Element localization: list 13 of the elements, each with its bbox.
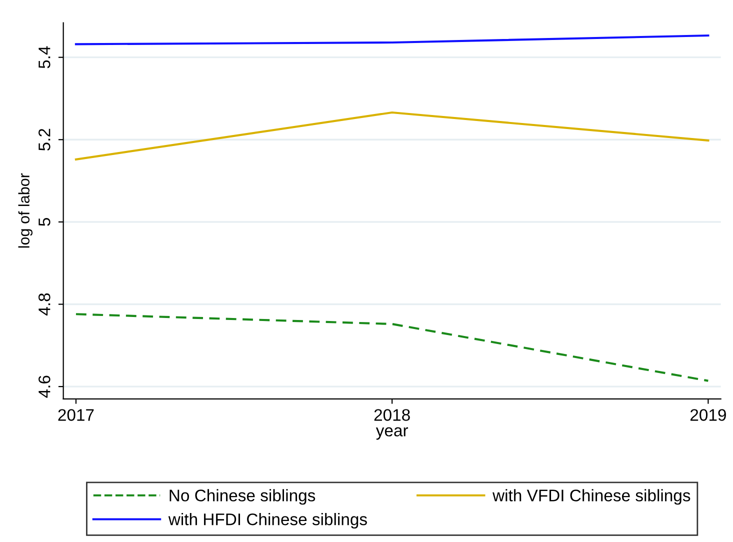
x-axis-title: year xyxy=(376,427,408,440)
legend-label: with HFDI Chinese siblings xyxy=(168,513,367,529)
legend-label: with VFDI Chinese siblings xyxy=(492,489,690,505)
y-tick-label: 5.4 xyxy=(38,46,50,68)
y-tick-label: 5 xyxy=(38,218,50,226)
y-tick-label: 4.8 xyxy=(38,293,50,316)
x-tick-label: 2017 xyxy=(58,409,94,421)
y-axis-title: log of labor xyxy=(18,173,33,248)
x-tick-label: 2019 xyxy=(690,409,726,421)
x-tick-label: 2018 xyxy=(374,409,410,421)
legend-label: No Chinese siblings xyxy=(170,489,316,505)
y-tick-label: 5.2 xyxy=(38,128,50,151)
y-tick-label: 4.6 xyxy=(38,376,50,398)
